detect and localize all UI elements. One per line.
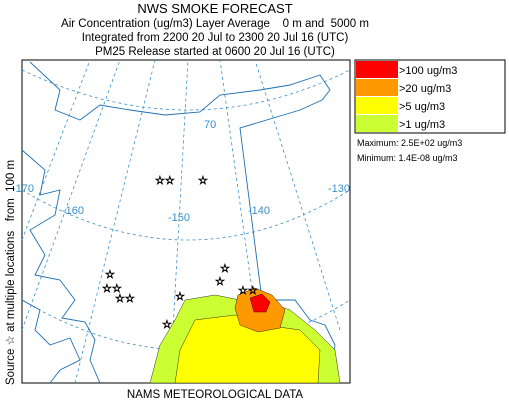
subtitle: Integrated from 2200 20 Jul to 2300 20 J… bbox=[82, 32, 349, 44]
star: ☆ bbox=[175, 291, 185, 303]
subtitle: Air Concentration (ug/m3) Layer Average … bbox=[61, 18, 369, 30]
grid-label: -150 bbox=[168, 212, 190, 224]
footer: NAMS METEOROLOGICAL DATA bbox=[127, 389, 303, 401]
plume-contour bbox=[249, 293, 271, 313]
legend: >100 ug/m3 >20 ug/m3 >5 ug/m3 >1 ug/m3 bbox=[354, 59, 506, 134]
legend-label: >100 ug/m3 bbox=[399, 65, 457, 77]
star: ☆ bbox=[105, 269, 115, 281]
star: ☆☆ bbox=[238, 285, 258, 297]
star: ☆ bbox=[162, 319, 172, 331]
star: ☆☆ bbox=[102, 283, 122, 295]
grid-label: -170 bbox=[12, 183, 34, 195]
legend-label: >5 ug/m3 bbox=[399, 101, 445, 113]
star: ☆☆ bbox=[115, 293, 135, 305]
source-stars: ☆☆ ☆ ☆ ☆☆ ☆☆ ☆ ☆ ☆☆ ☆ ☆ bbox=[102, 175, 259, 332]
grid-label: -130 bbox=[328, 183, 350, 195]
legend-swatch bbox=[356, 115, 398, 132]
maximum: Maximum: 2.5E+02 ug/m3 bbox=[357, 138, 462, 148]
star: ☆☆ bbox=[155, 175, 175, 187]
coastline bbox=[21, 61, 336, 384]
side-label: Source ☆ at multiple locations from 100 … bbox=[5, 160, 17, 385]
grid-label: -140 bbox=[248, 205, 270, 217]
star: ☆ bbox=[198, 175, 208, 187]
star: ☆ bbox=[215, 276, 225, 288]
star: ☆ bbox=[220, 263, 230, 275]
grid-label: -160 bbox=[62, 205, 84, 217]
map: ☆☆ ☆ ☆ ☆☆ ☆☆ ☆ ☆ ☆☆ ☆ ☆ -170 -160 -150 -… bbox=[12, 59, 351, 384]
legend-swatch bbox=[356, 61, 398, 78]
grid-label: 70 bbox=[204, 119, 216, 131]
minimum: Minimum: 1.4E-08 ug/m3 bbox=[357, 153, 458, 163]
legend-label: >1 ug/m3 bbox=[399, 119, 445, 131]
plume bbox=[149, 287, 341, 384]
legend-swatch bbox=[356, 79, 398, 96]
legend-label: >20 ug/m3 bbox=[399, 83, 451, 95]
subtitle: PM25 Release started at 0600 20 Jul 16 (… bbox=[95, 46, 335, 58]
legend-swatch bbox=[356, 97, 398, 114]
title: NWS SMOKE FORECAST bbox=[137, 1, 292, 16]
